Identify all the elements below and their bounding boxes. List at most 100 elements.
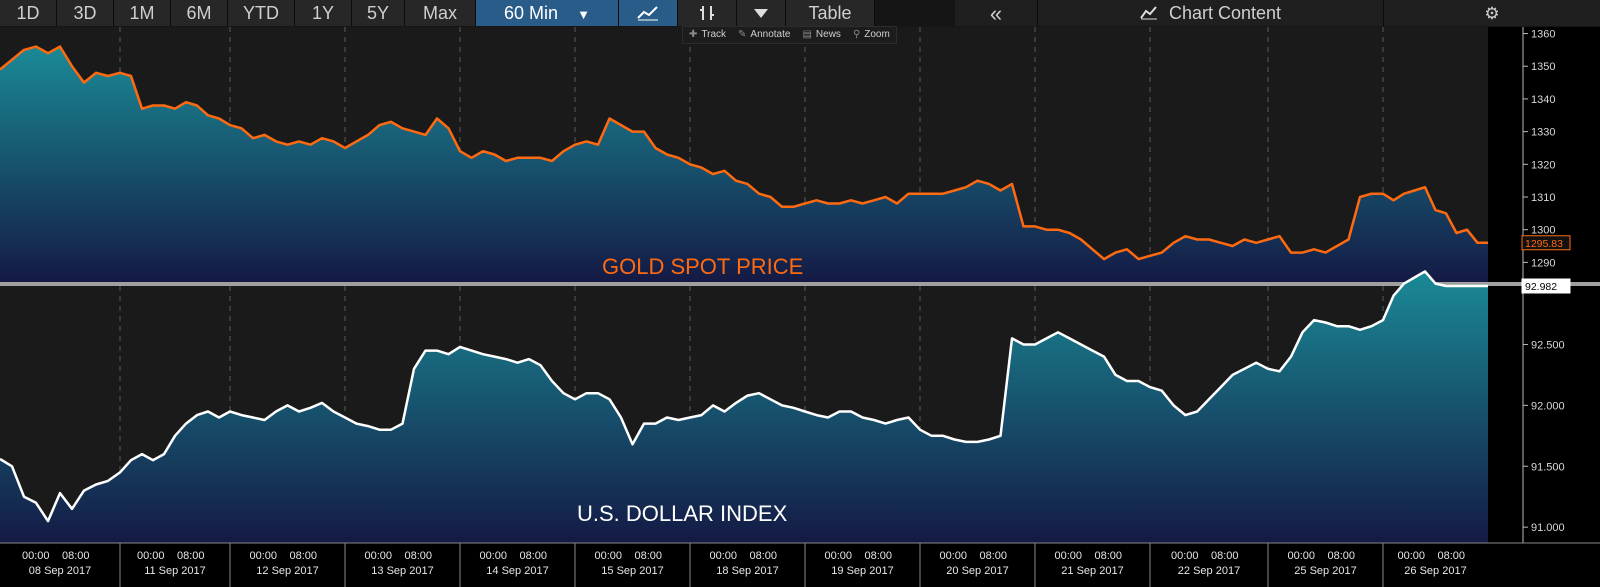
chart-type-dropdown-icon[interactable]	[737, 0, 786, 26]
panel-divider	[0, 282, 1600, 286]
hour-label: 08:00	[1438, 550, 1466, 562]
y-tick-label: 1360	[1531, 29, 1555, 41]
table-button[interactable]: Table	[786, 0, 875, 26]
hour-label: 00:00	[137, 550, 165, 562]
dxy-last-value-label: 92.982	[1525, 281, 1557, 293]
gear-icon: ⚙	[1484, 4, 1500, 23]
chart-content-icon	[1140, 6, 1157, 20]
hour-label: 08:00	[865, 550, 893, 562]
hour-label: 08:00	[1328, 550, 1356, 562]
candlestick-icon[interactable]	[678, 0, 737, 26]
gold-line	[0, 45, 1488, 261]
hour-label: 00:00	[825, 550, 853, 562]
date-label: 15 Sep 2017	[601, 565, 663, 577]
chart-content-label: Chart Content	[1168, 3, 1282, 23]
range-button-1m[interactable]: 1M	[114, 0, 171, 26]
hour-label: 00:00	[1398, 550, 1426, 562]
dxy-axis-bg	[1488, 286, 1600, 543]
gold-area	[0, 46, 1488, 282]
gold-last-value-tag	[1521, 235, 1571, 251]
y-tick-label: 1310	[1531, 192, 1555, 204]
line-chart-icon[interactable]	[619, 0, 678, 26]
date-label: 12 Sep 2017	[256, 565, 318, 577]
chart-area[interactable]: 1290 1300 1310 1320 1330 1340 1350 1360 1295.83 G…	[0, 27, 1600, 587]
range-button-3d[interactable]: 3D	[57, 0, 114, 26]
interval-label: 60 Min	[504, 3, 559, 23]
date-label: 25 Sep 2017	[1294, 565, 1356, 577]
hour-label: 00:00	[710, 550, 738, 562]
y-tick-label: 92.500	[1531, 339, 1565, 351]
y-tick-label: 91.500	[1531, 461, 1565, 473]
dxy-area	[0, 271, 1488, 543]
hour-label: 08:00	[980, 550, 1008, 562]
interval-dropdown[interactable]: 60 Min ▼	[476, 0, 619, 26]
date-label: 13 Sep 2017	[371, 565, 433, 577]
date-label: 14 Sep 2017	[486, 565, 548, 577]
range-button-5y[interactable]: 5Y	[352, 0, 405, 26]
hour-label: 08:00	[520, 550, 548, 562]
hour-label: 00:00	[1171, 550, 1199, 562]
date-label: 11 Sep 2017	[144, 565, 206, 577]
y-tick-label: 1320	[1531, 159, 1555, 171]
hour-label: 08:00	[177, 550, 205, 562]
dxy-last-value-tag	[1521, 278, 1571, 294]
y-tick-label: 91.000	[1531, 522, 1565, 534]
dxy-line	[0, 270, 1488, 523]
zoom-tool[interactable]: ⚲ Zoom	[847, 27, 896, 43]
date-label: 21 Sep 2017	[1061, 565, 1123, 577]
zoom-icon: ⚲	[852, 29, 861, 40]
date-label: 20 Sep 2017	[946, 565, 1008, 577]
y-tick-label: 1290	[1531, 257, 1555, 269]
zoom-label: Zoom	[864, 29, 890, 40]
gold-last-value-label: 1295.83	[1525, 238, 1563, 250]
track-tool[interactable]: ✚ Track	[683, 27, 732, 43]
date-label: 08 Sep 2017	[29, 565, 91, 577]
hour-label: 00:00	[1288, 550, 1316, 562]
date-label: 19 Sep 2017	[831, 565, 893, 577]
hour-label: 00:00	[1055, 550, 1083, 562]
date-label: 26 Sep 2017	[1404, 565, 1466, 577]
range-button-max[interactable]: Max	[405, 0, 476, 26]
hour-label: 00:00	[250, 550, 278, 562]
date-axis: 00:00 08:00 08 Sep 2017 00:00 08:00 11 Sep 20…	[0, 542, 1600, 587]
settings-button[interactable]: ⚙	[1384, 0, 1600, 26]
y-tick-label: 1350	[1531, 61, 1555, 73]
annotate-tool[interactable]: ✎ Annotate	[732, 27, 796, 43]
hour-label: 08:00	[635, 550, 663, 562]
y-tick-label: 1330	[1531, 127, 1555, 139]
crosshair-icon: ✚	[689, 29, 698, 40]
news-icon: ▤	[802, 29, 812, 40]
hour-label: 08:00	[1211, 550, 1239, 562]
hour-label: 08:00	[405, 550, 433, 562]
hour-label: 08:00	[62, 550, 90, 562]
hour-label: 08:00	[290, 550, 318, 562]
range-button-6m[interactable]: 6M	[171, 0, 228, 26]
gold-title: GOLD SPOT PRICE	[602, 254, 803, 279]
chart-toolbar: 1D 3D 1M 6M YTD 1Y 5Y Max 60 Min ▼ Table « Char…	[0, 0, 1600, 28]
collapse-button[interactable]: «	[955, 0, 1038, 26]
hour-label: 00:00	[365, 550, 393, 562]
table-label: Table	[808, 3, 852, 23]
date-axis-background	[0, 543, 1600, 587]
dxy-title: U.S. DOLLAR INDEX	[577, 501, 788, 526]
dropdown-arrow-icon: ▼	[577, 7, 590, 22]
y-tick-label: 1300	[1531, 225, 1555, 237]
news-tool[interactable]: ▤ News	[796, 27, 846, 43]
range-button-1d[interactable]: 1D	[0, 0, 57, 26]
track-label: Track	[701, 29, 727, 40]
hour-label: 08:00	[750, 550, 778, 562]
hour-label: 00:00	[480, 550, 508, 562]
chart-content-button[interactable]: Chart Content	[1038, 0, 1384, 26]
gold-panel: 1290 1300 1310 1320 1330 1340 1350 1360 1295.83 G…	[0, 27, 1600, 282]
date-label: 22 Sep 2017	[1178, 565, 1240, 577]
range-button-ytd[interactable]: YTD	[228, 0, 295, 26]
range-button-1y[interactable]: 1Y	[295, 0, 352, 26]
pencil-icon: ✎	[738, 29, 747, 40]
collapse-icon: «	[989, 1, 1003, 26]
chart-tools: ✚ Track ✎ Annotate ▤ News ⚲ Zoom	[682, 26, 897, 44]
date-label: 18 Sep 2017	[716, 565, 778, 577]
annotate-label: Annotate	[750, 29, 791, 40]
hour-label: 00:00	[595, 550, 623, 562]
hour-label: 08:00	[1095, 550, 1123, 562]
dxy-panel: 91.000 91.500 92.000 92.500 92.982 U.S. DOLLA…	[0, 270, 1600, 543]
